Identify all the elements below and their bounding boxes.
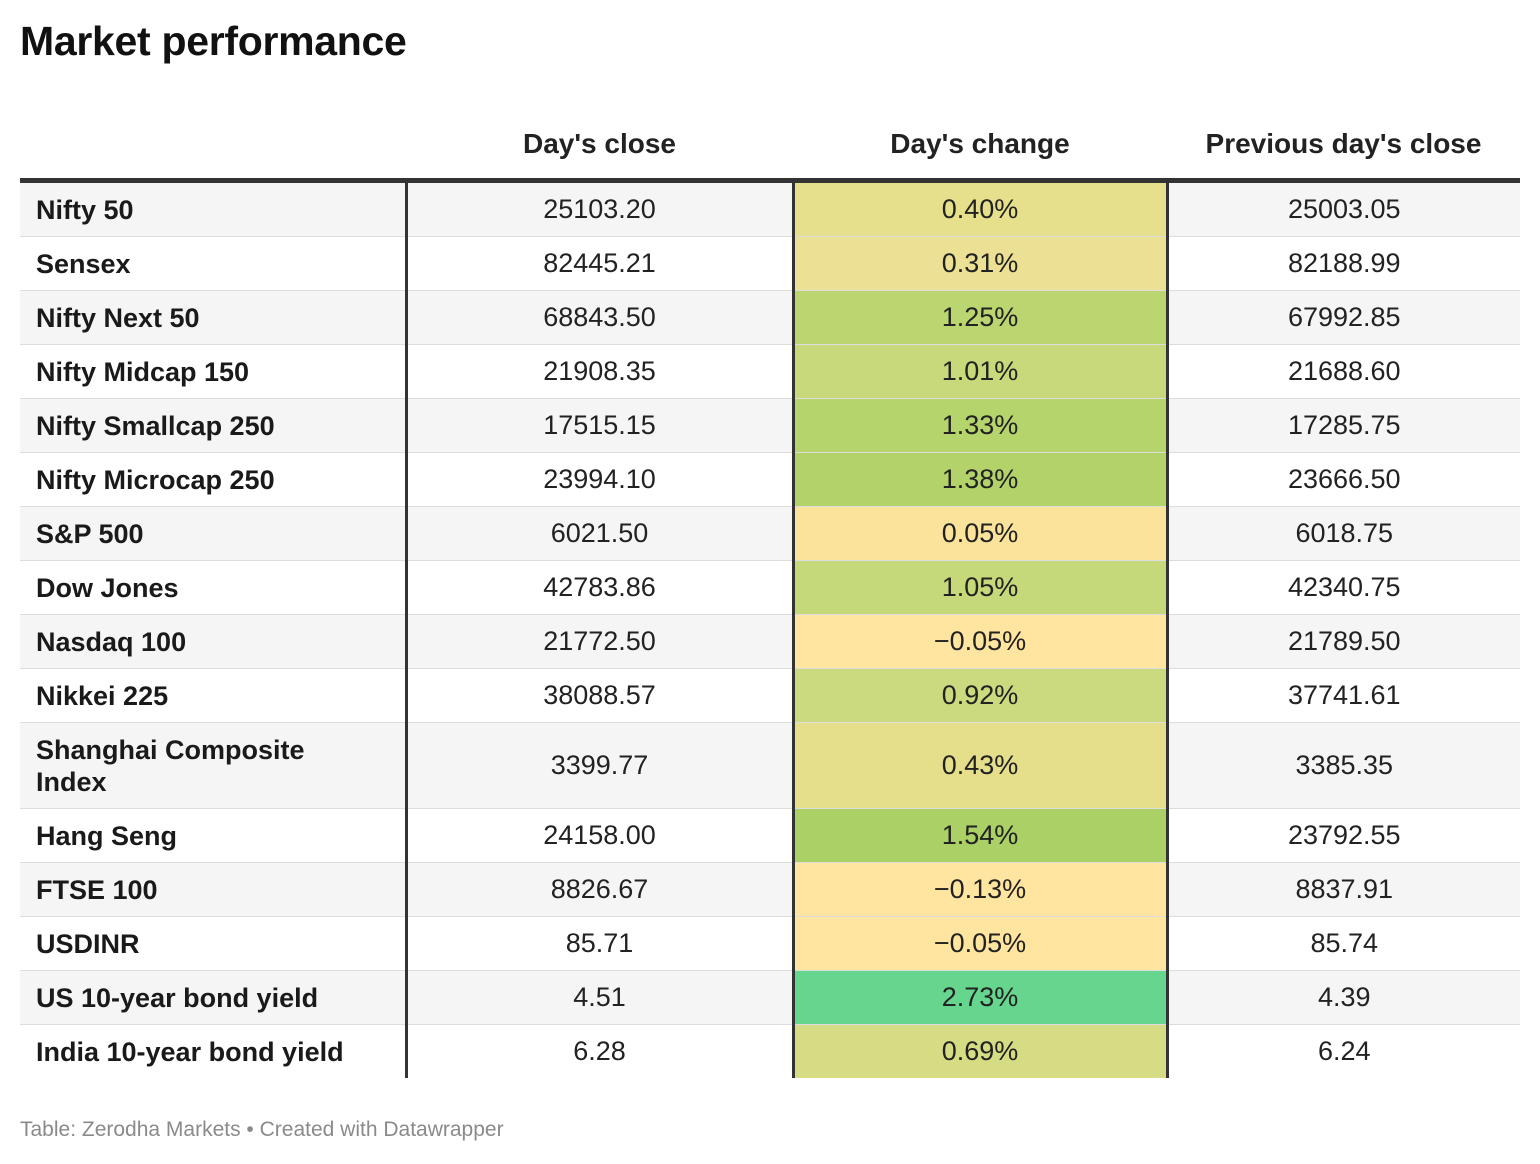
days-close-cell: 82445.21 [404,236,793,291]
days-close-cell: 68843.50 [404,290,793,345]
days-change-cell: 0.69% [791,1024,1169,1078]
previous-close-cell: 82188.99 [1167,236,1520,291]
days-close-cell: 6021.50 [404,506,793,561]
table-row: Nifty 50 25103.20 0.40% 25003.05 [20,180,1520,237]
days-close-cell: 4.51 [404,970,793,1025]
days-change-cell: 1.54% [791,808,1169,863]
table-row: US 10-year bond yield 4.51 2.73% 4.39 [20,970,1520,1025]
column-header-days-close: Day's close [406,110,793,183]
previous-close-cell: 23666.50 [1167,452,1520,507]
row-name-cell: US 10-year bond yield [20,970,406,1025]
days-close-cell: 85.71 [404,916,793,971]
days-change-cell: 2.73% [791,970,1169,1025]
previous-close-cell: 21789.50 [1167,614,1520,669]
days-change-cell: −0.05% [791,614,1169,669]
days-change-cell: 1.38% [791,452,1169,507]
row-name-cell: S&P 500 [20,506,406,561]
days-change-cell: 0.43% [791,722,1169,809]
days-close-cell: 21908.35 [404,344,793,399]
previous-close-cell: 85.74 [1167,916,1520,971]
market-table-container: Day's close Day's change Previous day's … [20,110,1520,1078]
days-close-cell: 21772.50 [404,614,793,669]
days-close-cell: 38088.57 [404,668,793,723]
table-row: India 10-year bond yield 6.28 0.69% 6.24 [20,1024,1520,1078]
row-name-cell: Hang Seng [20,808,406,863]
days-close-cell: 3399.77 [404,722,793,809]
previous-close-cell: 3385.35 [1167,722,1520,809]
row-name-cell: Nikkei 225 [20,668,406,723]
table-row: Nifty Microcap 250 23994.10 1.38% 23666.50 [20,452,1520,507]
days-change-cell: −0.05% [791,916,1169,971]
previous-close-cell: 17285.75 [1167,398,1520,453]
row-name-cell: India 10-year bond yield [20,1024,406,1078]
row-name-cell: Sensex [20,236,406,291]
days-close-cell: 42783.86 [404,560,793,615]
table-row: S&P 500 6021.50 0.05% 6018.75 [20,506,1520,561]
table-row: Shanghai Composite Index 3399.77 0.43% 3385… [20,722,1520,809]
days-change-cell: 0.31% [791,236,1169,291]
previous-close-cell: 4.39 [1167,970,1520,1025]
source-footer: Table: Zerodha Markets • Created with Da… [20,1118,504,1141]
column-header-previous-close: Previous day's close [1167,110,1520,183]
previous-close-cell: 42340.75 [1167,560,1520,615]
previous-close-cell: 67992.85 [1167,290,1520,345]
row-name-cell: USDINR [20,916,406,971]
row-name-cell: FTSE 100 [20,862,406,917]
market-performance-table: Day's close Day's change Previous day's … [20,110,1520,1078]
column-header-name [20,110,406,183]
days-change-cell: 1.33% [791,398,1169,453]
previous-close-cell: 6.24 [1167,1024,1520,1078]
previous-close-cell: 6018.75 [1167,506,1520,561]
row-name-cell: Nifty Microcap 250 [20,452,406,507]
days-close-cell: 6.28 [404,1024,793,1078]
row-name-cell: Shanghai Composite Index [20,722,406,809]
table-row: Hang Seng 24158.00 1.54% 23792.55 [20,808,1520,863]
row-name-cell: Nasdaq 100 [20,614,406,669]
table-row: Nifty Midcap 150 21908.35 1.01% 21688.60 [20,344,1520,399]
row-name-cell: Nifty Next 50 [20,290,406,345]
row-name-cell: Nifty Midcap 150 [20,344,406,399]
table-row: USDINR 85.71 −0.05% 85.74 [20,916,1520,971]
table-header-row: Day's close Day's change Previous day's … [20,110,1520,183]
row-name-cell: Nifty 50 [20,180,406,237]
table-body: Nifty 50 25103.20 0.40% 25003.05 Sensex 82445… [20,180,1520,1078]
days-change-cell: 1.25% [791,290,1169,345]
previous-close-cell: 23792.55 [1167,808,1520,863]
days-close-cell: 25103.20 [404,180,793,237]
previous-close-cell: 8837.91 [1167,862,1520,917]
table-row: Nikkei 225 38088.57 0.92% 37741.61 [20,668,1520,723]
row-name-cell: Dow Jones [20,560,406,615]
row-name-cell: Nifty Smallcap 250 [20,398,406,453]
table-row: Nifty Smallcap 250 17515.15 1.33% 17285.75 [20,398,1520,453]
days-change-cell: −0.13% [791,862,1169,917]
days-close-cell: 8826.67 [404,862,793,917]
days-close-cell: 24158.00 [404,808,793,863]
table-row: FTSE 100 8826.67 −0.13% 8837.91 [20,862,1520,917]
page-title: Market performance [20,18,407,64]
days-change-cell: 1.01% [791,344,1169,399]
days-change-cell: 1.05% [791,560,1169,615]
table-row: Nifty Next 50 68843.50 1.25% 67992.85 [20,290,1520,345]
days-change-cell: 0.40% [791,180,1169,237]
previous-close-cell: 21688.60 [1167,344,1520,399]
days-close-cell: 17515.15 [404,398,793,453]
days-change-cell: 0.92% [791,668,1169,723]
table-row: Dow Jones 42783.86 1.05% 42340.75 [20,560,1520,615]
days-change-cell: 0.05% [791,506,1169,561]
previous-close-cell: 37741.61 [1167,668,1520,723]
column-header-days-change: Day's change [793,110,1167,183]
table-row: Sensex 82445.21 0.31% 82188.99 [20,236,1520,291]
table-row: Nasdaq 100 21772.50 −0.05% 21789.50 [20,614,1520,669]
previous-close-cell: 25003.05 [1167,180,1520,237]
days-close-cell: 23994.10 [404,452,793,507]
